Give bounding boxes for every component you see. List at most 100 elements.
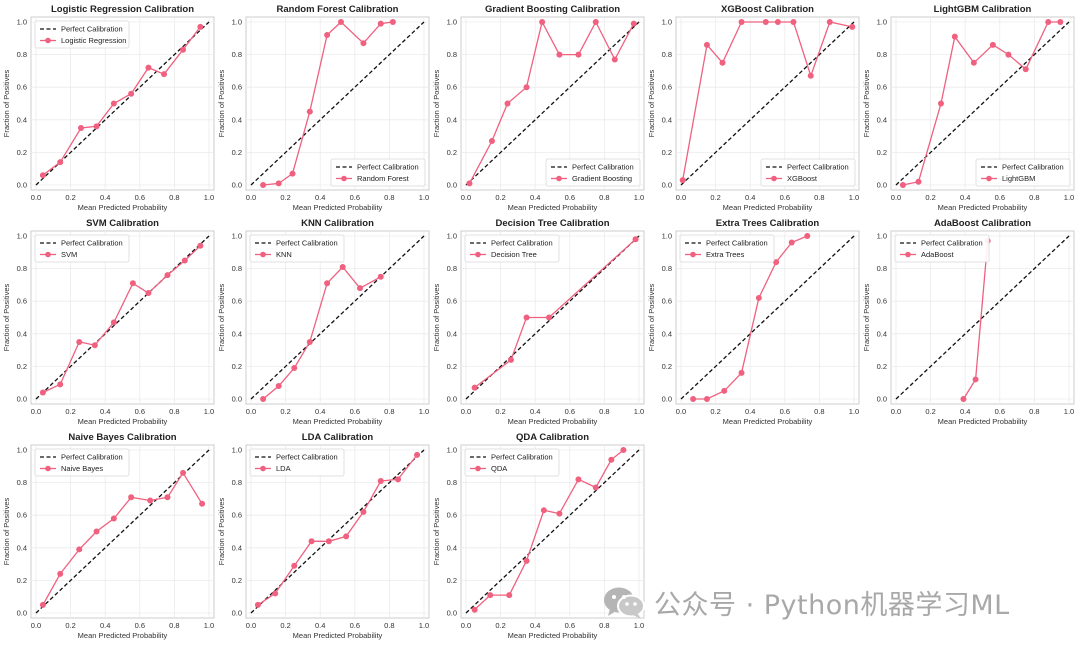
data-point bbox=[260, 182, 267, 188]
data-point bbox=[377, 477, 384, 484]
data-point bbox=[39, 172, 46, 179]
data-point bbox=[77, 124, 84, 131]
perfect-calibration-line bbox=[465, 449, 640, 614]
y-tick-label: 0.0 bbox=[662, 181, 672, 190]
y-tick-label: 0.0 bbox=[232, 395, 242, 404]
y-tick-label: 0.4 bbox=[447, 543, 457, 552]
chart-title: XGBoost Calibration bbox=[721, 4, 814, 15]
y-tick-label: 0.4 bbox=[17, 115, 27, 124]
perfect-calibration-line bbox=[680, 235, 855, 400]
watermark-text: 公众号 · Python机器学习ML bbox=[654, 589, 1010, 621]
y-tick-label: 1.0 bbox=[877, 18, 887, 27]
perfect-calibration-line bbox=[680, 21, 855, 186]
data-point bbox=[899, 182, 906, 188]
data-point bbox=[738, 19, 745, 25]
x-tick-label: 0.6 bbox=[135, 193, 145, 202]
x-tick-label: 0.0 bbox=[676, 193, 686, 202]
y-tick-label: 0.4 bbox=[662, 115, 672, 124]
chart-panel-11: 0.0 0.0 0.2 0.2 0.4 0.4 0.6 0.6 0.8 0.8 1.0 1.0 Naiv… bbox=[2, 432, 215, 640]
legend-box bbox=[975, 158, 1071, 187]
data-point bbox=[93, 123, 100, 130]
x-tick-label: 0.8 bbox=[169, 621, 179, 630]
data-point bbox=[1005, 51, 1012, 58]
x-tick-label: 0.4 bbox=[960, 193, 970, 202]
x-tick-label: 0.8 bbox=[814, 193, 824, 202]
legend: Perfect Calibration LightGBM bbox=[975, 158, 1071, 187]
x-axis-label: Mean Predicted Probability bbox=[78, 631, 168, 640]
legend: Perfect Calibration Gradient Boosting bbox=[545, 158, 641, 187]
y-tick-label: 0.0 bbox=[662, 395, 672, 404]
legend-box bbox=[330, 158, 426, 187]
legend-label: KNN bbox=[276, 250, 292, 259]
y-tick-label: 0.6 bbox=[17, 511, 27, 520]
perfect-calibration-line bbox=[250, 235, 425, 400]
legend-label: Logistic Regression bbox=[61, 36, 126, 45]
data-point bbox=[488, 137, 495, 144]
y-tick-label: 0.4 bbox=[17, 329, 27, 338]
data-point bbox=[523, 84, 530, 91]
series-line bbox=[42, 245, 201, 394]
data-point bbox=[507, 356, 514, 363]
data-point bbox=[325, 538, 332, 545]
legend-label: QDA bbox=[491, 464, 507, 473]
data-point bbox=[147, 497, 154, 504]
legend: Perfect Calibration Extra Trees bbox=[679, 234, 775, 263]
y-tick-label: 0.8 bbox=[447, 478, 457, 487]
data-point bbox=[343, 533, 350, 540]
chart-title: LDA Calibration bbox=[302, 432, 374, 443]
x-tick-label: 0.6 bbox=[565, 407, 575, 416]
legend-series-marker bbox=[45, 37, 51, 44]
legend: Perfect Calibration Random Forest bbox=[330, 158, 426, 187]
x-tick-label: 0.8 bbox=[814, 407, 824, 416]
y-tick-label: 0.6 bbox=[662, 83, 672, 92]
x-tick-label: 0.4 bbox=[530, 407, 540, 416]
data-point bbox=[523, 314, 530, 321]
legend: Perfect Calibration Logistic Regression bbox=[34, 20, 130, 49]
y-tick-label: 0.2 bbox=[877, 362, 887, 371]
chart-panel-4: 0.0 0.0 0.2 0.2 0.4 0.4 0.6 0.6 0.8 0.8 1.0 1.0 XGBo… bbox=[647, 4, 860, 212]
data-point bbox=[291, 562, 298, 569]
data-point bbox=[57, 381, 64, 388]
legend-series-marker bbox=[986, 175, 992, 182]
x-tick-label: 1.0 bbox=[419, 407, 429, 416]
data-point bbox=[575, 51, 582, 58]
series-line bbox=[693, 235, 808, 400]
x-tick-label: 0.6 bbox=[350, 193, 360, 202]
x-tick-label: 0.2 bbox=[65, 407, 75, 416]
y-tick-label: 0.0 bbox=[232, 609, 242, 618]
legend-label: Gradient Boosting bbox=[572, 174, 632, 183]
data-point bbox=[39, 389, 46, 396]
legend-label: Perfect Calibration bbox=[921, 239, 983, 248]
perfect-calibration-line bbox=[35, 235, 210, 400]
series-line bbox=[468, 20, 635, 184]
data-point bbox=[540, 507, 547, 514]
x-tick-label: 0.4 bbox=[315, 621, 325, 630]
legend-label: LightGBM bbox=[1002, 174, 1035, 183]
chart-panel-6: 0.0 0.0 0.2 0.2 0.4 0.4 0.6 0.6 0.8 0.8 1.0 1.0 SVM … bbox=[2, 218, 215, 426]
y-tick-label: 0.8 bbox=[877, 264, 887, 273]
legend-box bbox=[894, 234, 990, 263]
y-tick-label: 0.8 bbox=[17, 264, 27, 273]
legend-series-marker bbox=[905, 251, 911, 258]
legend: Perfect Calibration SVM bbox=[34, 234, 130, 263]
chart-title: LightGBM Calibration bbox=[934, 4, 1032, 15]
legend-box bbox=[34, 234, 130, 263]
data-point bbox=[128, 90, 135, 97]
x-tick-label: 0.8 bbox=[1029, 193, 1039, 202]
y-tick-label: 0.2 bbox=[662, 148, 672, 157]
data-point bbox=[180, 469, 187, 476]
x-tick-label: 0.4 bbox=[315, 407, 325, 416]
data-point bbox=[790, 19, 797, 25]
data-point bbox=[272, 590, 279, 597]
y-tick-label: 1.0 bbox=[662, 232, 672, 241]
chart-panel-12: 0.0 0.0 0.2 0.2 0.4 0.4 0.6 0.6 0.8 0.8 1.0 1.0 LDA … bbox=[217, 432, 430, 640]
y-axis-label: Fraction of Positives bbox=[217, 69, 226, 137]
data-point bbox=[960, 396, 967, 402]
y-tick-label: 0.8 bbox=[877, 50, 887, 59]
legend: Perfect Calibration AdaBoost bbox=[894, 234, 990, 263]
data-point bbox=[788, 239, 795, 246]
y-tick-label: 0.6 bbox=[447, 83, 457, 92]
y-axis-label: Fraction of Positives bbox=[217, 283, 226, 351]
y-tick-label: 0.4 bbox=[877, 115, 887, 124]
